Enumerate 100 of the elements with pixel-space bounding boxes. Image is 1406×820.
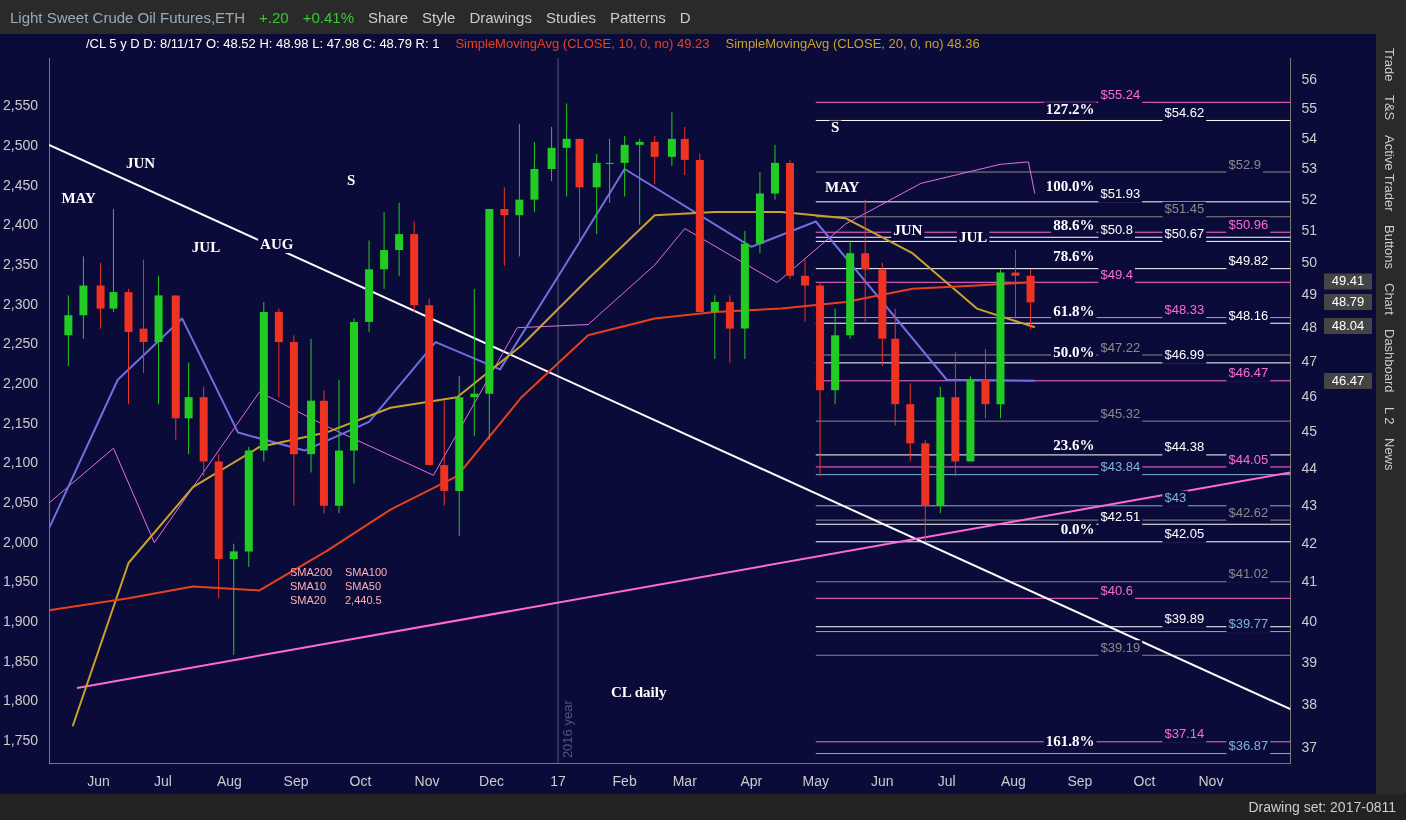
x-tick-label: Aug: [216, 773, 242, 790]
ref-line-label: $43: [1164, 490, 1187, 506]
candlestick: [562, 102, 571, 198]
chart-subtitle: /CL 5 y D D: 8/11/17 O: 48.52 H: 48.98 L: 47.98 C: 48.79 R: 1: [86, 36, 440, 51]
ref-line-label: $39.77: [1228, 616, 1269, 632]
candlestick: [380, 211, 389, 290]
candlestick: [139, 259, 148, 374]
x-tick-label: Jul: [937, 773, 956, 790]
y2-tick-label: 2,150: [2, 414, 39, 431]
y2-tick-label: 2,200: [2, 374, 39, 391]
text: D: [679, 8, 691, 26]
text: Studies: [545, 8, 596, 26]
ref-line-label: $54.62: [1164, 105, 1205, 121]
ref-line-label: $51.93: [1100, 186, 1141, 202]
x-tick-label: Sep: [283, 773, 309, 790]
x-tick-label: Jun: [871, 773, 894, 790]
annotation: 100.0%: [1045, 177, 1095, 194]
candlestick: [1011, 249, 1020, 320]
y-tick-label: 42: [1301, 534, 1318, 551]
y2-tick-label: 2,500: [2, 136, 39, 153]
text: Drawing set: 2017-0811: [0, 794, 1406, 820]
annotation: SMA20: [290, 594, 327, 606]
y2-tick-label: 2,100: [2, 454, 39, 471]
y2-tick-label: 2,300: [2, 295, 39, 312]
x-tick-label: Nov: [414, 773, 440, 790]
y-tick-label: 47: [1301, 353, 1318, 370]
x-tick-label: Oct: [1133, 773, 1156, 790]
ref-line-label: $41.02: [1228, 566, 1269, 582]
candlestick: [96, 262, 105, 330]
candlestick: [861, 199, 870, 323]
y2-tick-label: 2,050: [2, 493, 39, 510]
chart-title: Light Sweet Crude Oil Futures,ETH: [10, 8, 246, 26]
annotation: 50.0%: [1053, 343, 1095, 360]
candlestick: [680, 126, 689, 176]
candlestick: [184, 362, 193, 455]
candlestick: [650, 135, 659, 185]
y-tick-label: 45: [1301, 423, 1318, 440]
annotation: AUG: [260, 235, 294, 252]
text: 46.47: [1331, 372, 1365, 388]
ref-line-label: $51.45: [1164, 201, 1205, 217]
annotation: 78.6%: [1053, 248, 1095, 265]
text: T&S: [1382, 95, 1397, 121]
y-tick-label: 39: [1301, 653, 1318, 670]
candlestick: [395, 202, 404, 277]
text: L 2: [1382, 406, 1397, 425]
ref-line-label: $50.67: [1164, 225, 1205, 241]
annotation: 88.6%: [1053, 216, 1095, 233]
text: 48.04: [1331, 317, 1365, 333]
text: Dashboard: [1382, 329, 1397, 393]
x-tick-label: Mar: [672, 773, 698, 790]
ref-line-label: $44.05: [1228, 451, 1269, 467]
text: Chart: [1382, 283, 1397, 316]
text: Style: [422, 8, 456, 26]
candlestick: [620, 135, 629, 198]
text: Drawings: [469, 8, 532, 26]
annotation: S: [346, 172, 356, 189]
text: Share: [368, 8, 409, 26]
text: Active Trader: [1382, 134, 1397, 212]
candlestick: [500, 186, 509, 267]
annotation: 61.8%: [1053, 302, 1095, 319]
y-tick-label: 41: [1301, 573, 1318, 590]
candlestick: [64, 294, 73, 367]
y2-tick-label: 2,450: [2, 176, 39, 193]
text: SimpleMovingAvg (CLOSE, 10, 0, no) 49.23: [455, 36, 710, 51]
y2-tick-label: 1,950: [2, 573, 39, 590]
x-tick-label: Aug: [1000, 773, 1026, 790]
annotation: 161.8%: [1045, 732, 1095, 749]
annotation: SMA200: [290, 566, 333, 578]
ref-line-label: 2016 year: [559, 699, 575, 759]
ref-line-label: $42.05: [1164, 526, 1205, 542]
ref-line-label: $47.22: [1100, 339, 1141, 355]
candlestick: [667, 111, 676, 167]
ref-line-label: $39.19: [1100, 639, 1141, 655]
annotation: 23.6%: [1053, 436, 1095, 453]
text: 48.79: [1331, 293, 1365, 309]
candlestick: [515, 123, 524, 257]
y2-tick-label: 2,350: [2, 255, 39, 272]
x-tick-label: Jul: [153, 773, 172, 790]
ref-line-label: $42.62: [1228, 504, 1269, 520]
candlestick: [605, 138, 614, 204]
annotation: JUL: [958, 228, 988, 245]
ref-line-label: $43.84: [1100, 459, 1141, 475]
text: News: [1382, 438, 1397, 471]
text: Buttons: [1382, 225, 1397, 270]
y2-tick-label: 1,900: [2, 612, 39, 629]
y2-tick-label: 2,250: [2, 335, 39, 352]
ref-line-label: $45.32: [1100, 405, 1141, 421]
annotation: JUL: [191, 239, 221, 256]
text: +.20: [259, 8, 289, 26]
y-tick-label: 44: [1301, 459, 1318, 476]
ref-line-label: $48.33: [1164, 302, 1205, 318]
candlestick: [109, 208, 118, 313]
annotation: SMA50: [345, 580, 382, 592]
y2-tick-label: 1,850: [2, 652, 39, 669]
ref-line-label: $37.14: [1164, 726, 1205, 742]
y2-tick-label: 1,750: [2, 731, 39, 748]
annotation: MAY: [824, 179, 860, 196]
y-tick-label: 46: [1301, 388, 1318, 405]
annotation: SMA10: [290, 580, 327, 592]
ref-line-label: $50.96: [1228, 216, 1269, 232]
